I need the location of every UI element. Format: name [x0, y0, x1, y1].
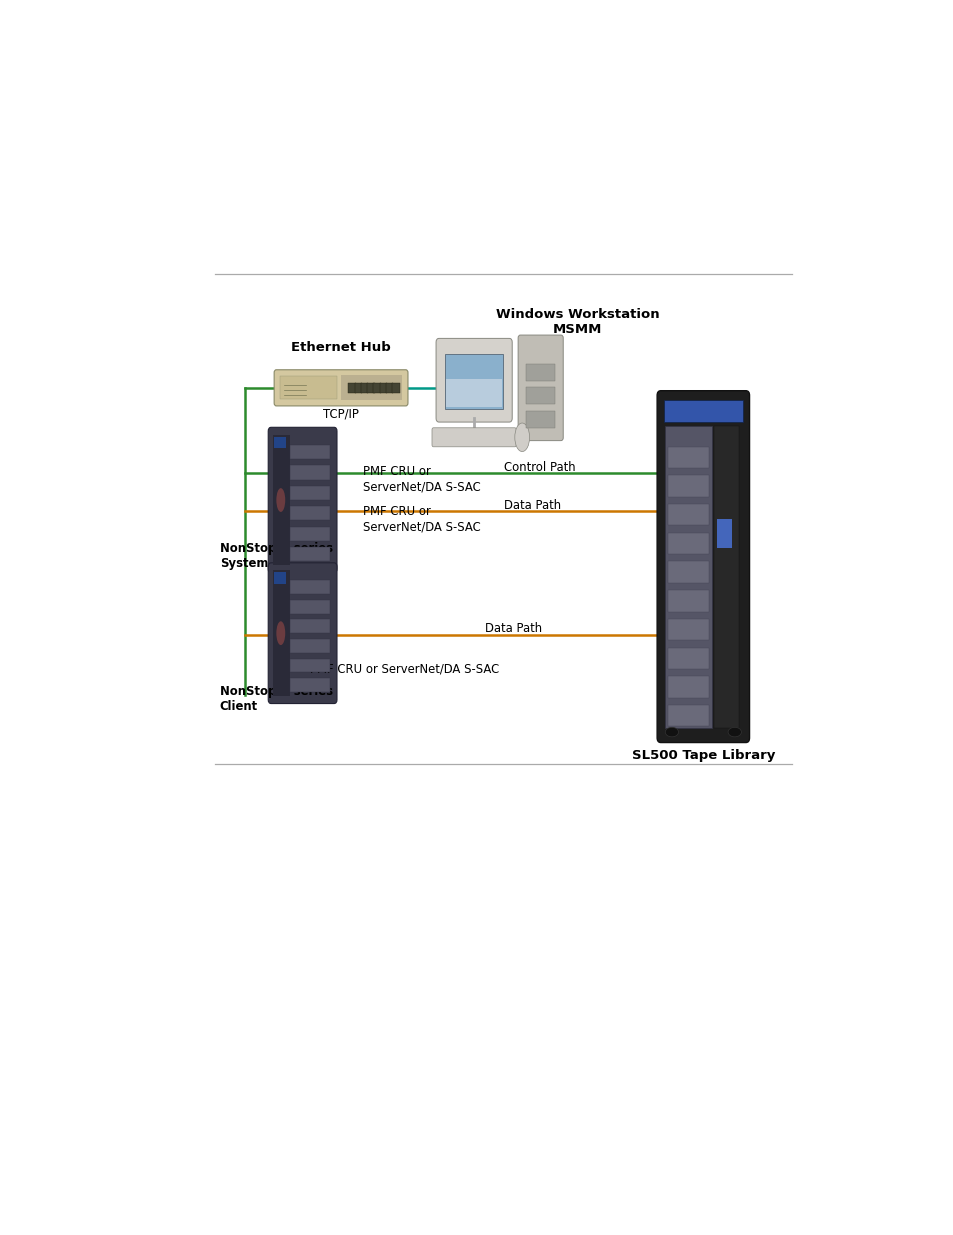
Text: Ethernet Hub: Ethernet Hub — [291, 341, 391, 353]
Bar — [290, 640, 330, 653]
Bar — [667, 562, 708, 583]
Text: PMF CRU or ServerNet/DA S-SAC: PMF CRU or ServerNet/DA S-SAC — [310, 663, 498, 676]
Ellipse shape — [515, 424, 529, 452]
Bar — [290, 485, 330, 500]
Ellipse shape — [276, 488, 285, 513]
Bar — [367, 383, 375, 393]
Text: PMF CRU or
ServerNet/DA S-SAC: PMF CRU or ServerNet/DA S-SAC — [363, 466, 480, 493]
FancyBboxPatch shape — [517, 335, 562, 441]
Text: Control Path: Control Path — [503, 461, 575, 474]
FancyBboxPatch shape — [274, 369, 408, 406]
Bar — [667, 475, 708, 496]
Bar — [444, 353, 503, 409]
FancyBboxPatch shape — [268, 563, 336, 704]
Text: Data Path: Data Path — [503, 499, 560, 513]
Bar — [385, 383, 393, 393]
Text: Data Path: Data Path — [485, 622, 542, 635]
Text: NonStop S-series
System: NonStop S-series System — [219, 542, 333, 571]
Bar — [290, 547, 330, 562]
Ellipse shape — [664, 727, 678, 737]
Bar — [273, 571, 290, 697]
Bar — [290, 506, 330, 520]
Bar — [667, 532, 708, 555]
FancyBboxPatch shape — [432, 427, 516, 447]
FancyBboxPatch shape — [657, 390, 749, 742]
Bar — [392, 383, 399, 393]
Bar — [274, 437, 286, 448]
Bar — [290, 580, 330, 594]
Bar — [667, 705, 708, 726]
Bar — [714, 426, 739, 729]
Bar — [341, 375, 401, 400]
Bar — [360, 383, 368, 393]
Text: Windows Workstation
MSMM: Windows Workstation MSMM — [496, 309, 659, 336]
Bar — [290, 620, 330, 634]
Bar — [667, 590, 708, 611]
Bar — [446, 379, 501, 406]
Bar — [280, 377, 337, 399]
Bar — [667, 677, 708, 698]
Bar — [667, 619, 708, 640]
Bar — [717, 519, 731, 547]
Bar — [273, 435, 290, 566]
Bar — [274, 572, 286, 584]
FancyBboxPatch shape — [436, 338, 512, 422]
Bar — [526, 388, 555, 405]
Bar — [290, 600, 330, 614]
Bar — [348, 383, 355, 393]
Bar — [290, 445, 330, 459]
Bar — [526, 363, 555, 380]
Ellipse shape — [276, 621, 285, 645]
Bar — [290, 526, 330, 541]
Text: TCP/IP: TCP/IP — [323, 408, 358, 421]
Bar — [667, 647, 708, 669]
Bar — [456, 430, 492, 436]
Text: NonStop S-series
Client: NonStop S-series Client — [219, 685, 333, 714]
Bar — [290, 678, 330, 692]
Bar — [379, 383, 387, 393]
FancyBboxPatch shape — [268, 427, 336, 573]
Bar — [663, 400, 742, 422]
Text: PMF CRU or
ServerNet/DA S-SAC: PMF CRU or ServerNet/DA S-SAC — [363, 505, 480, 534]
Bar — [373, 383, 380, 393]
Text: SL500 Tape Library: SL500 Tape Library — [631, 750, 774, 762]
Bar — [664, 426, 711, 729]
Bar — [290, 658, 330, 673]
Bar — [526, 411, 555, 429]
Bar — [290, 466, 330, 479]
Bar — [667, 504, 708, 525]
Bar — [355, 383, 362, 393]
Ellipse shape — [727, 727, 740, 737]
Bar — [667, 447, 708, 468]
